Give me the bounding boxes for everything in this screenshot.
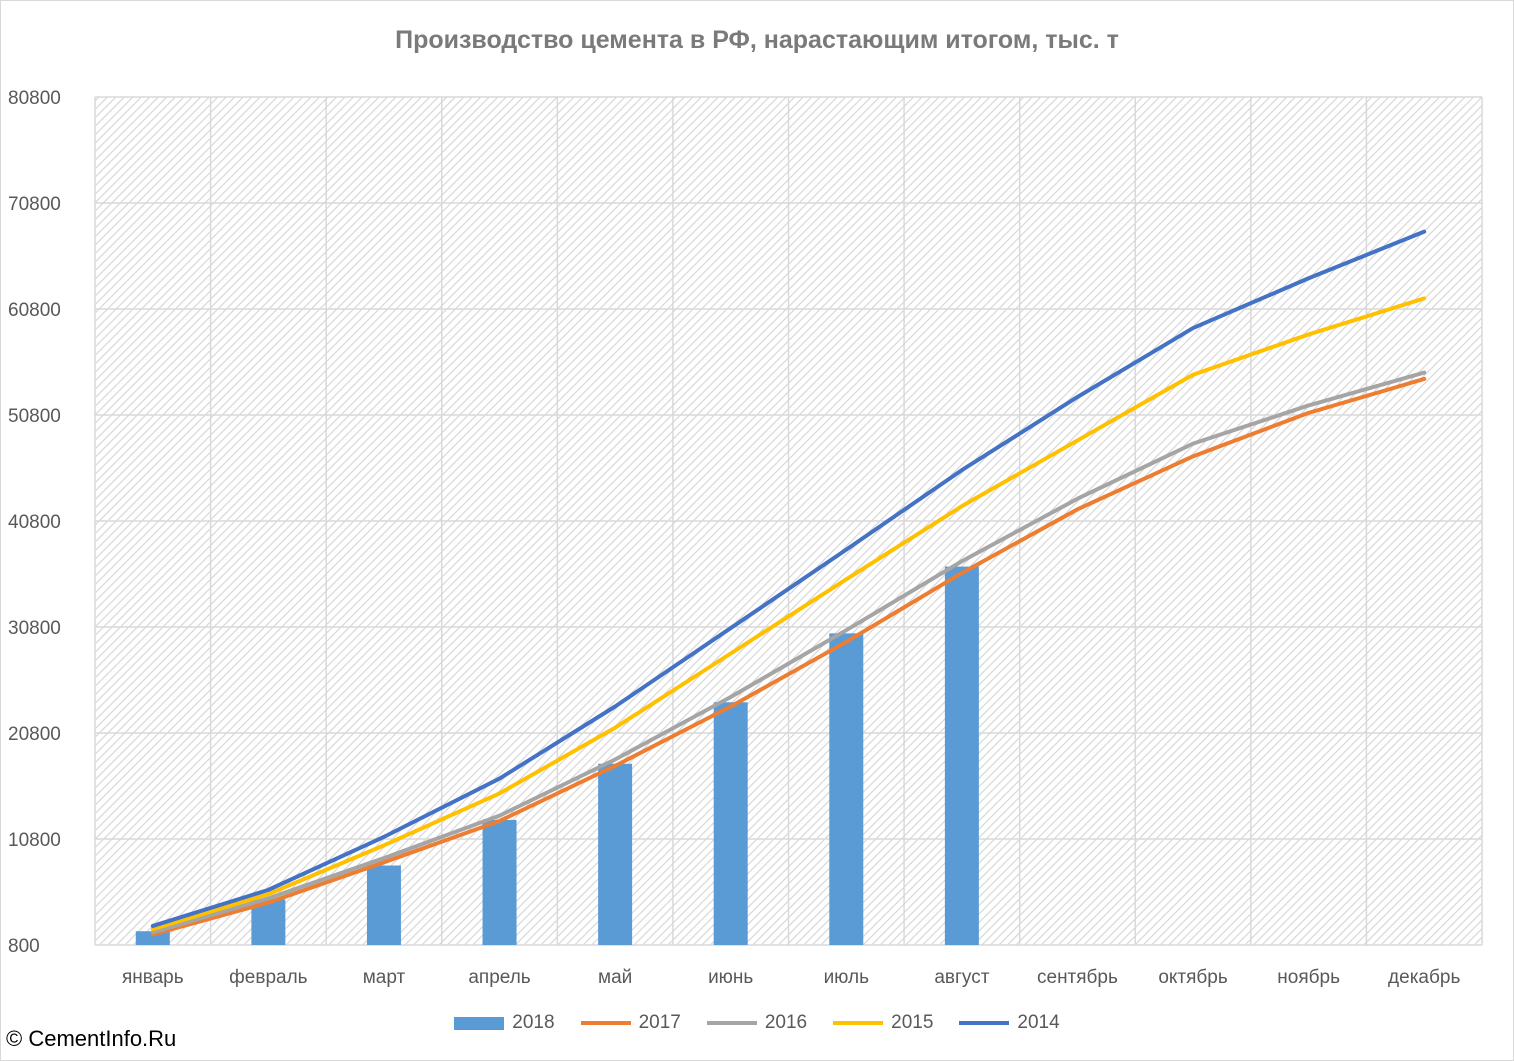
x-axis: январь февраль март апрель май июнь июль август… xyxy=(122,967,1461,988)
x-tick-label: июнь xyxy=(708,967,753,988)
legend-item-2014: 2014 xyxy=(959,1012,1060,1034)
chart-title: Производство цемента в РФ, нарастающим и… xyxy=(395,26,1119,54)
y-tick-label: 30800 xyxy=(8,618,61,639)
legend-swatch xyxy=(454,1016,505,1030)
x-tick-label: март xyxy=(363,967,406,988)
legend-item-2018: 2018 xyxy=(454,1012,555,1034)
legend-label: 2015 xyxy=(891,1012,934,1033)
y-tick-label: 50800 xyxy=(8,406,61,427)
legend-item-2015: 2015 xyxy=(833,1012,933,1034)
legend-swatch xyxy=(833,1021,884,1025)
bar-2018-8 xyxy=(944,566,979,945)
legend-item-2017: 2017 xyxy=(580,1012,681,1034)
x-tick-label: июль xyxy=(824,967,870,988)
line-series-2015 xyxy=(150,296,1427,932)
x-tick-label: август xyxy=(934,967,989,988)
legend-swatch xyxy=(580,1021,631,1025)
y-axis: 800 10800 20800 30800 40800 50800 60800 70800 80… xyxy=(8,88,61,957)
copyright-text: © CementInfo.Ru xyxy=(6,1026,177,1051)
y-tick-label: 60800 xyxy=(8,300,61,321)
legend-swatch xyxy=(706,1021,757,1025)
bars xyxy=(135,566,979,945)
bar-2018-1 xyxy=(135,931,170,945)
line-series-2014 xyxy=(150,229,1427,928)
grid-lines xyxy=(94,96,1483,946)
y-tick-label: 20800 xyxy=(8,724,61,745)
x-tick-label: сентябрь xyxy=(1037,967,1118,988)
line-series-2016 xyxy=(150,370,1427,935)
x-tick-label: январь xyxy=(122,967,184,988)
y-tick-label: 10800 xyxy=(8,830,61,851)
x-tick-label: октябрь xyxy=(1158,967,1228,988)
legend-item-2016: 2016 xyxy=(706,1012,808,1034)
x-tick-label: ноябрь xyxy=(1277,967,1340,988)
y-tick-label: 80800 xyxy=(8,88,61,109)
x-tick-label: февраль xyxy=(229,967,308,988)
bar-2018-6 xyxy=(713,702,748,945)
y-tick-label: 70800 xyxy=(8,194,61,215)
bar-2018-4 xyxy=(482,819,517,945)
legend: 2018 2017 2016 2015 2014 xyxy=(0,1008,1514,1038)
x-tick-label: декабрь xyxy=(1388,967,1460,988)
bar-2018-7 xyxy=(829,633,864,945)
legend-swatch xyxy=(959,1021,1010,1025)
series-lines xyxy=(150,229,1427,937)
y-tick-label: 800 xyxy=(8,936,40,957)
line-series-2017 xyxy=(150,376,1427,937)
legend-label: 2017 xyxy=(638,1012,681,1033)
bar-2018-5 xyxy=(598,763,633,945)
y-tick-label: 40800 xyxy=(8,512,61,533)
x-tick-label: май xyxy=(598,967,632,988)
x-tick-label: апрель xyxy=(468,967,530,988)
legend-label: 2016 xyxy=(764,1012,808,1033)
bar-2018-3 xyxy=(366,865,401,945)
legend-label: 2018 xyxy=(512,1012,555,1033)
legend-label: 2014 xyxy=(1017,1012,1060,1033)
